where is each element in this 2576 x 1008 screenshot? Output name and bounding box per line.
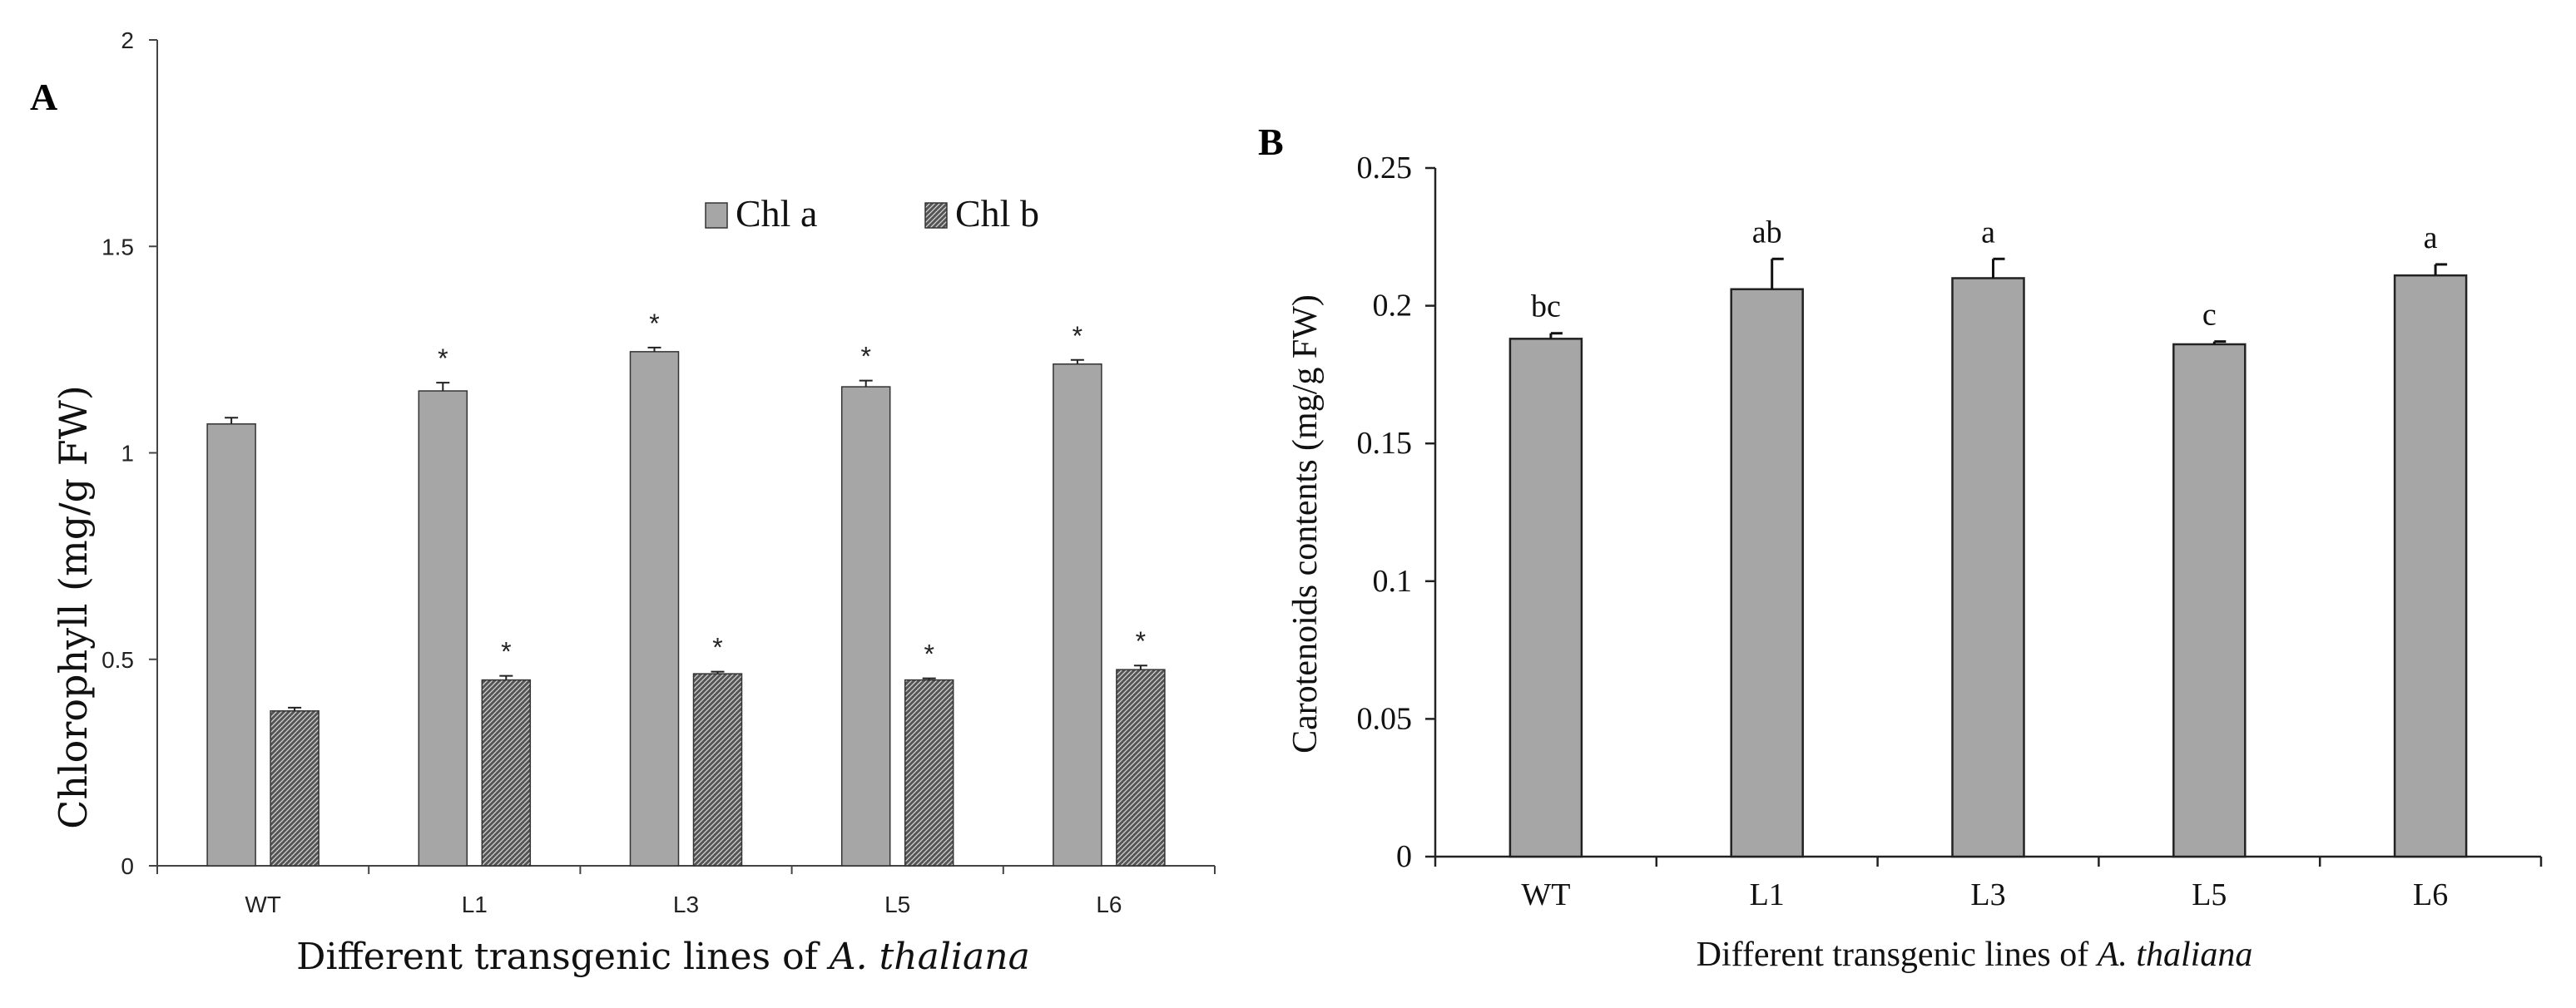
panel-a-y-tick-label: 0	[121, 853, 134, 879]
panel-a-legend: Chl a Chl b	[705, 192, 1039, 235]
panel-b-bar-l1	[1730, 288, 1804, 858]
panel-a-bar-chl-a-wt	[206, 422, 256, 867]
panel-a-significance-mark: *	[712, 633, 722, 663]
legend-swatch-chl-a	[705, 202, 728, 229]
panel-a-bar-chl-b-l3	[692, 673, 743, 867]
panel-b-x-axis-label: Different transgenic lines of A. thalian…	[1697, 936, 2253, 974]
panel-a-bar-chl-b-l6	[1116, 669, 1166, 867]
panel-a-x-tick-label: L6	[1096, 892, 1122, 917]
panel-a-y-tick-label: 2	[121, 27, 134, 53]
panel-a-significance-mark: *	[649, 309, 659, 338]
panel-a-significance-mark: *	[860, 342, 870, 372]
legend-label-chl-b: Chl b	[955, 192, 1039, 235]
panel-a-significance-mark: *	[1073, 321, 1082, 351]
panel-a-significance-mark: *	[924, 640, 934, 670]
panel-b-bar-wt	[1508, 338, 1583, 858]
panel-b-y-axis-label: Carotenoids contents (mg/g FW)	[1286, 294, 1325, 754]
panel-b-significance-letter: a	[2424, 220, 2438, 255]
panel-b-significance-letter: c	[2202, 298, 2217, 333]
panel-a-significance-mark: *	[501, 637, 511, 667]
panel-a-bar-chl-b-l5	[904, 679, 954, 867]
panel-a-x-tick-label: L1	[462, 892, 488, 917]
legend-swatch-chl-b	[924, 202, 948, 229]
panel-b-y-tick-label: 0.15	[1357, 426, 1413, 461]
panel-a-y-tick-label: 1	[121, 441, 134, 467]
panel-a-bar-chl-b-l1	[481, 679, 532, 867]
panel-a-label: A	[30, 76, 57, 118]
panel-a-significance-mark: *	[1136, 626, 1146, 656]
panel-b-bar-l3	[1951, 277, 2025, 858]
panel-b-y-tick-label: 0	[1396, 839, 1412, 874]
panel-b-label: B	[1258, 121, 1284, 163]
panel-a-x-tick-label: L3	[673, 892, 699, 917]
panel-b-x-tick-label: L3	[1970, 877, 2005, 912]
panel-b-x-tick-label: L5	[2192, 877, 2227, 912]
panel-a-x-axis-label: Different transgenic lines of A. thalian…	[296, 936, 1030, 978]
panel-b-significance-letter: ab	[1752, 215, 1782, 250]
legend-label-chl-a: Chl a	[736, 192, 817, 235]
panel-a-bar-chl-b-wt	[270, 710, 320, 867]
panel-a-bar-chl-a-l6	[1053, 363, 1102, 867]
panel-b-y-tick-label: 0.1	[1373, 564, 1413, 599]
panel-a-bar-chl-a-l1	[418, 390, 468, 867]
panel-a-y-tick-label: 0.5	[102, 647, 134, 673]
panel-b-significance-letter: bc	[1531, 289, 1561, 324]
panel-b-x-tick-label: WT	[1521, 877, 1570, 912]
panel-b-y-tick-label: 0.2	[1373, 289, 1413, 324]
panel-a-x-tick-label: L5	[884, 892, 910, 917]
panel-a-y-axis-label: Chlorophyll (mg/g FW)	[51, 385, 96, 829]
panel-b-significance-letter: a	[1981, 215, 1995, 250]
panel-b-x-tick-label: L6	[2413, 877, 2448, 912]
panel-b-y-tick-label: 0.25	[1357, 151, 1413, 185]
panel-a-bar-chl-a-l5	[840, 386, 891, 867]
panel-b-bar-l6	[2393, 274, 2468, 858]
panel-a-significance-mark: *	[438, 343, 448, 373]
panel-b-y-tick-label: 0.05	[1357, 701, 1413, 736]
panel-b-bar-l5	[2172, 343, 2247, 858]
panel-a-y-tick-label: 1.5	[102, 234, 134, 259]
panel-a-x-tick-label: WT	[245, 892, 281, 917]
panel-a-bar-chl-a-l3	[629, 351, 680, 867]
panel-b-x-tick-label: L1	[1750, 877, 1785, 912]
